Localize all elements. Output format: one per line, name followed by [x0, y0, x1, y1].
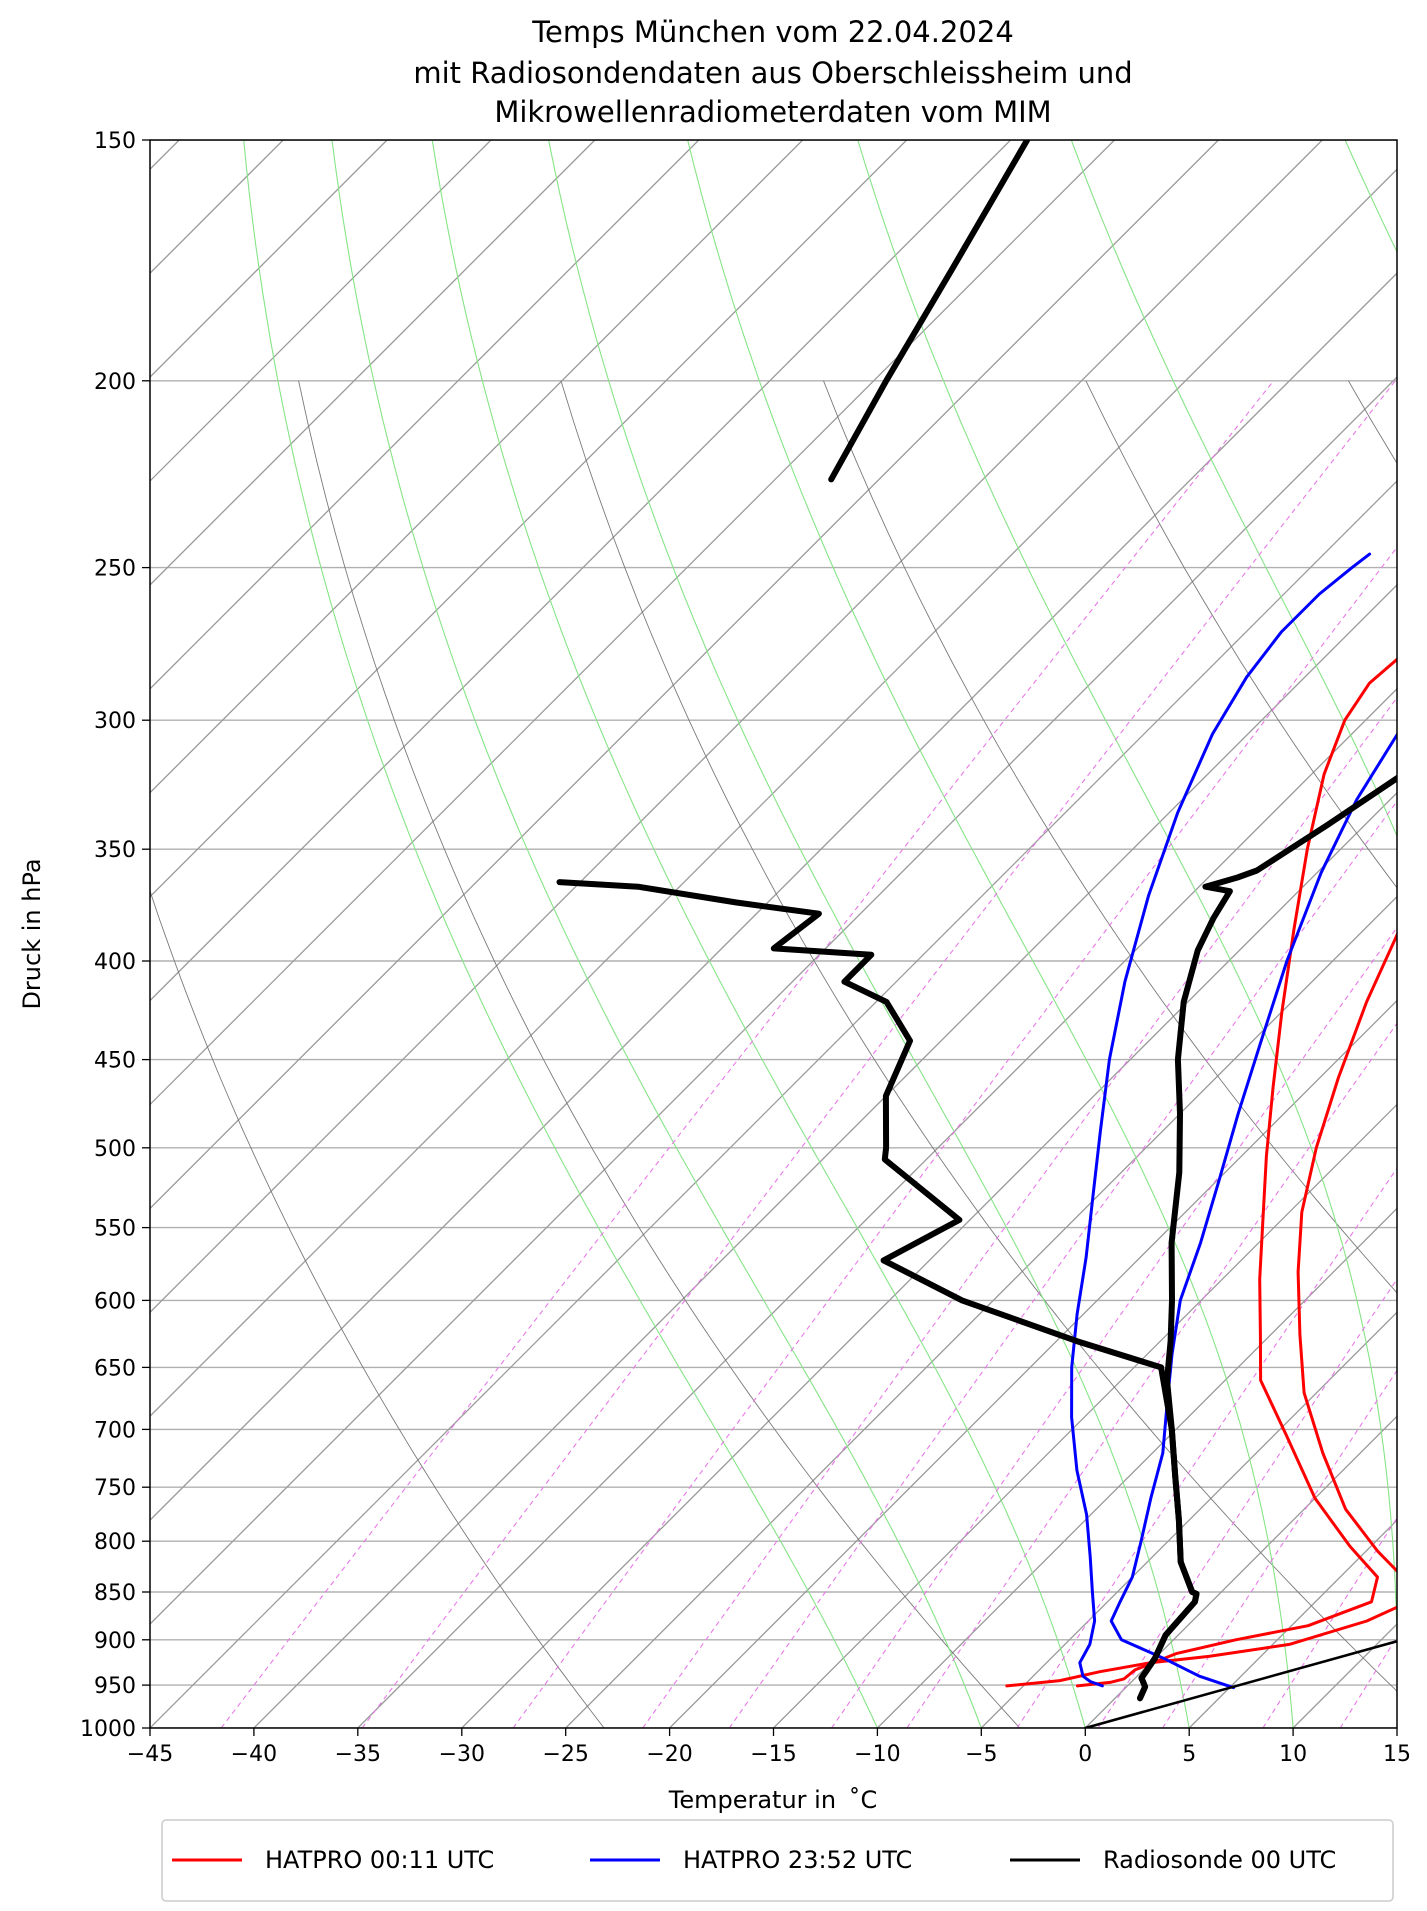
y-tick-label: 700	[94, 1418, 136, 1443]
x-tick-label: 10	[1279, 1742, 1307, 1767]
y-tick-label: 300	[94, 709, 136, 734]
legend: HATPRO 00:11 UTC HATPRO 23:52 UTC Radios…	[162, 1820, 1393, 1901]
y-tick-label: 200	[94, 370, 136, 395]
x-axis-label: Temperatur in ˚C	[668, 1786, 877, 1814]
y-tick-label: 350	[94, 838, 136, 863]
y-tick-label: 150	[94, 129, 136, 154]
y-tick-label: 500	[94, 1137, 136, 1162]
x-tick-label: 0	[1078, 1742, 1092, 1767]
x-tick-label: −30	[439, 1742, 485, 1767]
y-tick-label: 400	[94, 950, 136, 975]
legend-label-radiosonde: Radiosonde 00 UTC	[1103, 1846, 1336, 1874]
x-tick-label: −45	[127, 1742, 173, 1767]
y-tick-label: 800	[94, 1530, 136, 1555]
title-line-3: Mikrowellenradiometerdaten vom MIM	[494, 95, 1051, 129]
x-tick-label: −15	[750, 1742, 796, 1767]
y-tick-label: 1000	[80, 1717, 136, 1742]
legend-label-hatpro-2352: HATPRO 23:52 UTC	[683, 1846, 912, 1874]
y-tick-label: 850	[94, 1581, 136, 1606]
y-tick-label: 750	[94, 1476, 136, 1501]
y-tick-label: 600	[94, 1289, 136, 1314]
x-tick-label: −20	[646, 1742, 692, 1767]
x-tick-label: −5	[965, 1742, 997, 1767]
y-axis-label: Druck in hPa	[18, 858, 46, 1009]
y-tick-label: 550	[94, 1217, 136, 1242]
y-tick-label: 900	[94, 1629, 136, 1654]
y-tick-label: 250	[94, 557, 136, 582]
title-line-2: mit Radiosondendaten aus Oberschleisshei…	[413, 56, 1132, 90]
x-tick-label: 5	[1182, 1742, 1196, 1767]
y-tick-label: 450	[94, 1049, 136, 1074]
x-tick-label: −35	[335, 1742, 381, 1767]
y-tick-label: 650	[94, 1356, 136, 1381]
x-tick-label: −10	[854, 1742, 900, 1767]
y-tick-label: 950	[94, 1674, 136, 1699]
legend-label-hatpro-0011: HATPRO 00:11 UTC	[265, 1846, 494, 1874]
title-line-1: Temps München vom 22.04.2024	[531, 15, 1014, 49]
x-tick-label: −40	[231, 1742, 277, 1767]
x-tick-label: 15	[1383, 1742, 1411, 1767]
x-tick-label: −25	[542, 1742, 588, 1767]
